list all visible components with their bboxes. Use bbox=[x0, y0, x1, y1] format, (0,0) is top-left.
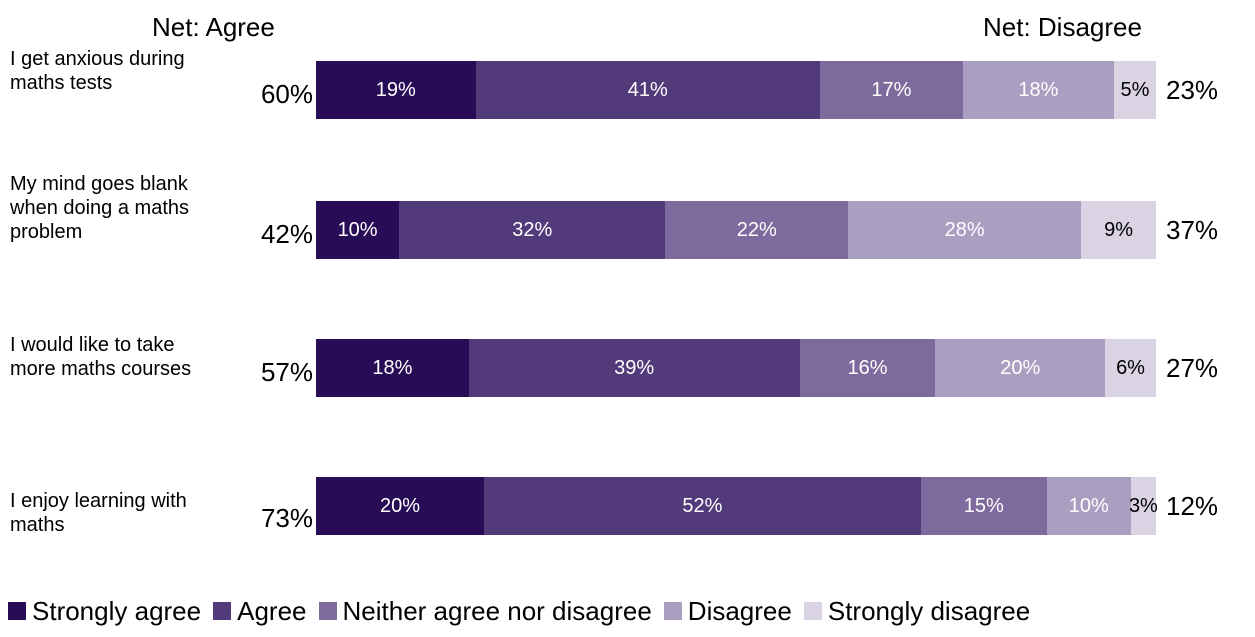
stacked-bar: 20% 52% 15% 10% 3% bbox=[316, 477, 1156, 535]
data-label: 3% bbox=[1129, 495, 1158, 518]
data-label: 10% bbox=[1069, 495, 1109, 518]
bar-segment: 19% bbox=[316, 61, 476, 119]
bar-segment: 6% bbox=[1105, 339, 1156, 397]
bar-segment: 39% bbox=[469, 339, 800, 397]
bar-segment: 41% bbox=[476, 61, 820, 119]
data-label: 16% bbox=[847, 357, 887, 380]
data-label: 39% bbox=[614, 357, 654, 380]
legend-item: Disagree bbox=[664, 596, 792, 626]
data-label: 32% bbox=[512, 219, 552, 242]
stacked-bar: 19% 41% 17% 18% 5% bbox=[316, 61, 1156, 119]
legend-label: Agree bbox=[237, 596, 306, 626]
bar-segment: 20% bbox=[935, 339, 1105, 397]
bar-segment: 3% bbox=[1131, 477, 1156, 535]
data-label: 9% bbox=[1104, 219, 1133, 242]
net-agree-value: 42% bbox=[261, 219, 313, 249]
legend-item: Neither agree nor disagree bbox=[319, 596, 652, 626]
question-label: I enjoy learning with maths bbox=[10, 489, 220, 537]
bar-segment: 9% bbox=[1081, 201, 1156, 259]
net-disagree-header: Net: Disagree bbox=[983, 10, 1142, 44]
stacked-bar: 18% 39% 16% 20% 6% bbox=[316, 339, 1156, 397]
data-label: 6% bbox=[1116, 357, 1145, 380]
bar-segment: 22% bbox=[665, 201, 848, 259]
legend-swatch bbox=[213, 602, 231, 620]
legend-label: Disagree bbox=[688, 596, 792, 626]
data-label: 22% bbox=[737, 219, 777, 242]
question-label: I get anxious during maths tests bbox=[10, 47, 220, 95]
net-disagree-value: 12% bbox=[1166, 491, 1218, 521]
bar-segment: 5% bbox=[1114, 61, 1156, 119]
legend-swatch bbox=[8, 602, 26, 620]
legend-label: Strongly disagree bbox=[828, 596, 1030, 626]
net-disagree-value: 37% bbox=[1166, 215, 1218, 245]
data-label: 28% bbox=[945, 219, 985, 242]
bar-segment: 10% bbox=[316, 201, 399, 259]
data-label: 18% bbox=[1018, 79, 1058, 102]
legend-label: Strongly agree bbox=[32, 596, 201, 626]
legend-label: Neither agree nor disagree bbox=[343, 596, 652, 626]
legend-swatch bbox=[319, 602, 337, 620]
question-label: My mind goes blank when doing a maths pr… bbox=[10, 172, 220, 244]
legend: Strongly agree Agree Neither agree nor dis… bbox=[8, 596, 1042, 626]
question-label: I would like to take more maths courses bbox=[10, 333, 220, 381]
bar-segment: 16% bbox=[800, 339, 936, 397]
data-label: 20% bbox=[380, 495, 420, 518]
net-agree-value: 60% bbox=[261, 79, 313, 109]
bar-segment: 28% bbox=[848, 201, 1081, 259]
net-agree-header: Net: Agree bbox=[152, 10, 275, 44]
data-label: 19% bbox=[376, 79, 416, 102]
net-agree-value: 73% bbox=[261, 503, 313, 533]
data-label: 17% bbox=[871, 79, 911, 102]
bar-segment: 15% bbox=[921, 477, 1047, 535]
bar-segment: 18% bbox=[316, 339, 469, 397]
legend-item: Strongly agree bbox=[8, 596, 201, 626]
legend-item: Agree bbox=[213, 596, 306, 626]
data-label: 20% bbox=[1000, 357, 1040, 380]
bar-segment: 10% bbox=[1047, 477, 1131, 535]
net-agree-value: 57% bbox=[261, 357, 313, 387]
bar-segment: 18% bbox=[963, 61, 1114, 119]
legend-swatch bbox=[804, 602, 822, 620]
bar-segment: 20% bbox=[316, 477, 484, 535]
data-label: 5% bbox=[1121, 79, 1150, 102]
net-disagree-value: 27% bbox=[1166, 353, 1218, 383]
stacked-bar: 10% 32% 22% 28% 9% bbox=[316, 201, 1156, 259]
bar-segment: 52% bbox=[484, 477, 921, 535]
net-disagree-value: 23% bbox=[1166, 75, 1218, 105]
data-label: 15% bbox=[964, 495, 1004, 518]
data-label: 52% bbox=[682, 495, 722, 518]
legend-item: Strongly disagree bbox=[804, 596, 1030, 626]
data-label: 10% bbox=[338, 219, 378, 242]
bar-segment: 17% bbox=[820, 61, 963, 119]
data-label: 41% bbox=[628, 79, 668, 102]
bar-segment: 32% bbox=[399, 201, 665, 259]
legend-swatch bbox=[664, 602, 682, 620]
data-label: 18% bbox=[372, 357, 412, 380]
